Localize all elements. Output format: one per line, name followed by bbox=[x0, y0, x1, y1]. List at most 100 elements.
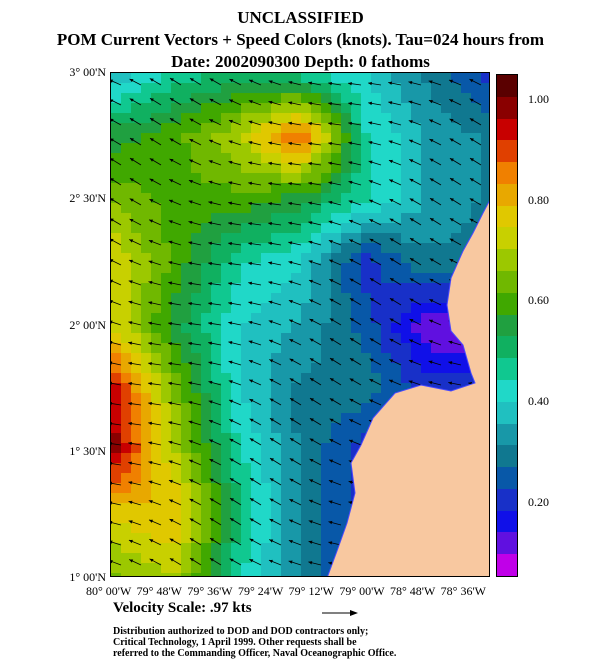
speed-cell bbox=[211, 73, 222, 84]
current-vector bbox=[209, 517, 222, 526]
speed-cell bbox=[121, 263, 132, 274]
speed-cell bbox=[271, 433, 282, 444]
speed-cell bbox=[331, 103, 342, 114]
speed-cell bbox=[421, 83, 432, 94]
speed-cell bbox=[261, 363, 272, 374]
speed-cell bbox=[411, 113, 422, 124]
speed-cell bbox=[161, 533, 172, 544]
current-vector bbox=[209, 98, 222, 106]
speed-cell bbox=[291, 353, 302, 364]
speed-cell bbox=[421, 133, 432, 144]
speed-cell bbox=[231, 353, 242, 364]
speed-cell bbox=[161, 393, 172, 404]
speed-cell bbox=[111, 223, 122, 234]
current-vector bbox=[368, 399, 382, 406]
speed-cell bbox=[311, 183, 322, 194]
speed-cell bbox=[361, 293, 372, 304]
speed-cell bbox=[281, 303, 292, 314]
speed-cell bbox=[151, 543, 162, 554]
speed-cell bbox=[151, 173, 162, 184]
speed-cell bbox=[201, 423, 212, 434]
current-vector bbox=[268, 201, 282, 206]
speed-cell bbox=[351, 203, 362, 214]
speed-cell bbox=[191, 463, 202, 474]
speed-cell bbox=[431, 273, 442, 284]
current-vector bbox=[128, 481, 142, 486]
speed-cell bbox=[371, 143, 382, 154]
current-vector bbox=[188, 381, 202, 386]
current-speed-map bbox=[110, 72, 490, 577]
speed-cell bbox=[371, 353, 382, 364]
speed-cell bbox=[141, 313, 152, 324]
speed-cell bbox=[321, 323, 332, 334]
speed-cell bbox=[271, 193, 282, 204]
speed-cell bbox=[361, 313, 372, 324]
speed-cell bbox=[351, 423, 362, 434]
speed-cell bbox=[261, 403, 272, 414]
speed-cell bbox=[151, 433, 162, 444]
speed-cell bbox=[211, 283, 222, 294]
speed-cell bbox=[311, 463, 322, 474]
speed-cell bbox=[351, 403, 362, 414]
speed-cell bbox=[321, 173, 332, 184]
speed-cell bbox=[141, 233, 152, 244]
speed-cell bbox=[251, 543, 262, 554]
speed-cell bbox=[191, 473, 202, 484]
current-vector bbox=[229, 419, 242, 426]
speed-cell bbox=[291, 463, 302, 474]
speed-cell bbox=[481, 173, 489, 184]
speed-cell bbox=[431, 163, 442, 174]
speed-cell bbox=[211, 333, 222, 344]
speed-cell bbox=[311, 383, 322, 394]
current-vector bbox=[111, 99, 122, 106]
speed-cell bbox=[181, 513, 192, 524]
speed-cell bbox=[441, 243, 452, 254]
current-vector bbox=[208, 281, 222, 286]
current-vector bbox=[269, 539, 282, 546]
current-vector bbox=[449, 238, 462, 246]
speed-cell bbox=[231, 173, 242, 184]
speed-cell bbox=[121, 123, 132, 134]
speed-cell bbox=[361, 83, 372, 94]
speed-cell bbox=[301, 243, 312, 254]
speed-cell bbox=[131, 263, 142, 274]
speed-cell bbox=[361, 93, 372, 104]
speed-cell bbox=[321, 313, 332, 324]
speed-cell bbox=[331, 273, 342, 284]
current-vector bbox=[368, 81, 382, 86]
current-vector bbox=[429, 298, 442, 306]
speed-cell bbox=[281, 473, 292, 484]
speed-cell bbox=[381, 353, 392, 364]
speed-cell bbox=[121, 203, 132, 214]
speed-cell bbox=[461, 113, 472, 124]
speed-cell bbox=[411, 313, 422, 324]
current-vector bbox=[128, 280, 142, 286]
speed-cell bbox=[211, 453, 222, 464]
current-vector bbox=[429, 278, 442, 286]
speed-cell bbox=[111, 213, 122, 224]
speed-cell bbox=[191, 73, 202, 84]
current-vector bbox=[189, 518, 202, 526]
speed-cell bbox=[271, 563, 282, 574]
speed-cell bbox=[391, 113, 402, 124]
speed-cell bbox=[451, 93, 462, 104]
current-vector bbox=[269, 417, 282, 426]
speed-cell bbox=[311, 503, 322, 514]
speed-cell bbox=[261, 373, 272, 384]
speed-cell bbox=[461, 133, 472, 144]
current-vector bbox=[368, 101, 382, 106]
speed-cell bbox=[261, 153, 272, 164]
speed-cell bbox=[421, 273, 432, 284]
speed-cell bbox=[281, 463, 292, 474]
speed-cell bbox=[361, 193, 372, 204]
speed-cell bbox=[311, 173, 322, 184]
speed-cell bbox=[141, 383, 152, 394]
speed-cell bbox=[131, 483, 142, 494]
speed-cell bbox=[461, 363, 472, 374]
speed-cell bbox=[261, 503, 272, 514]
speed-cell bbox=[231, 403, 242, 414]
speed-cell bbox=[341, 223, 352, 234]
speed-cell bbox=[291, 413, 302, 424]
speed-cell bbox=[411, 333, 422, 344]
speed-cell bbox=[221, 163, 232, 174]
